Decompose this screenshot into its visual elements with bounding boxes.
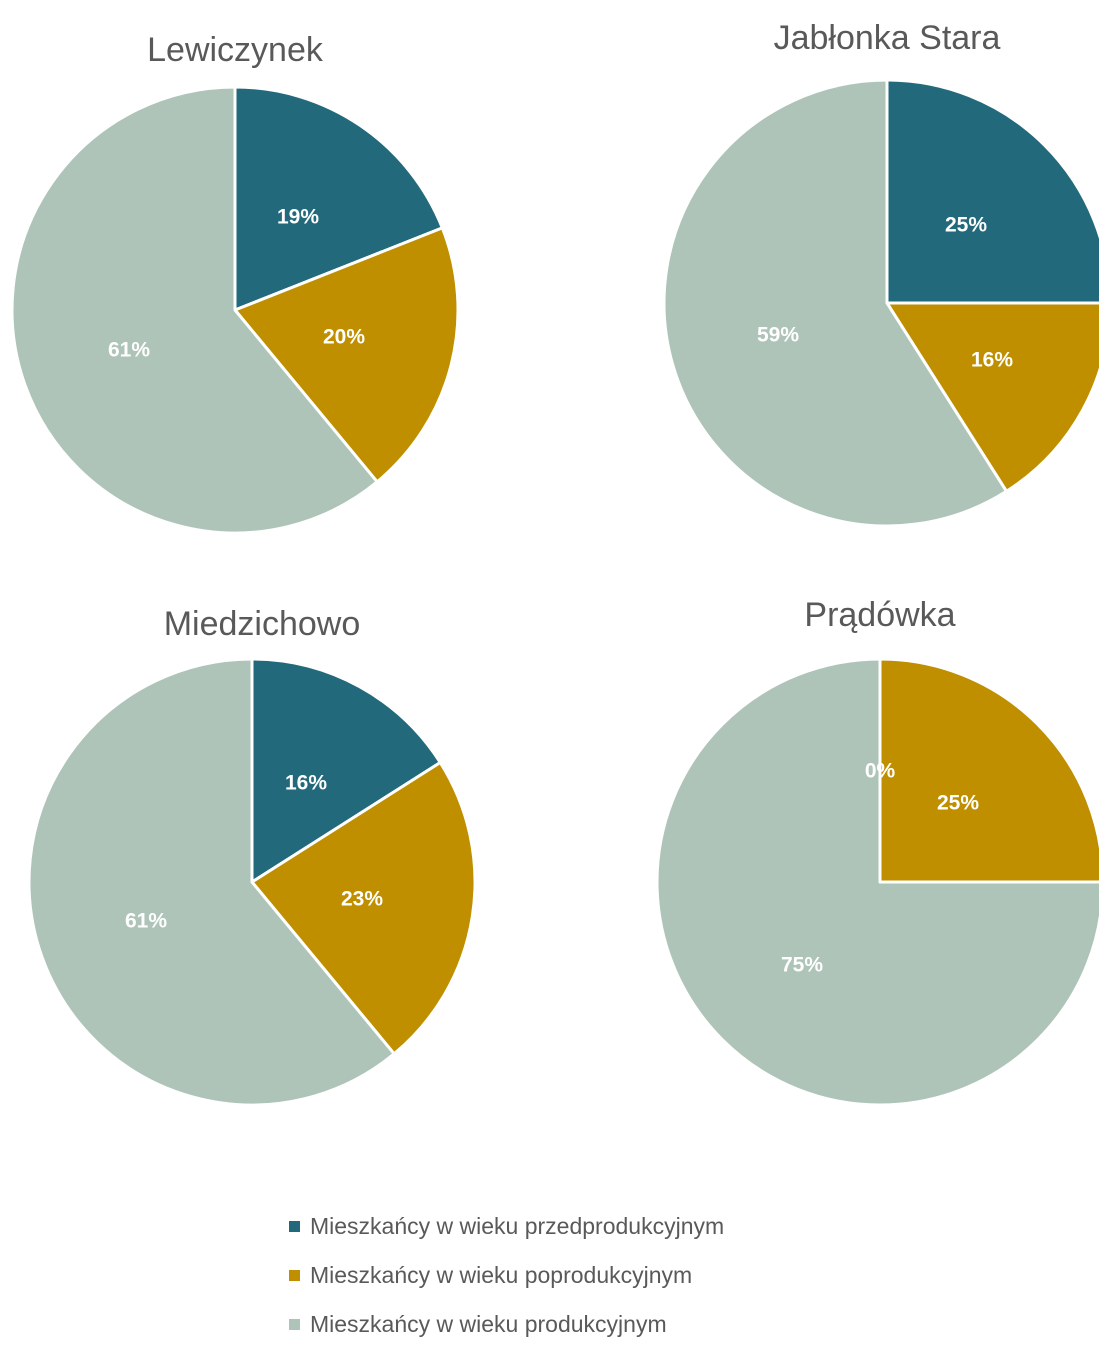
data-label-lewiczynek-poprodukcyjny: 20% <box>323 326 365 349</box>
legend-item-poprodukcyjny: Mieszkańcy w wieku poprodukcyjnym <box>289 1251 724 1300</box>
legend-swatch-przedprodukcyjny <box>289 1221 300 1232</box>
pie-chart-lewiczynek: Lewiczynek 19% 20% 61% <box>10 31 460 535</box>
data-label-lewiczynek-przedprodukcyjny: 19% <box>277 206 319 229</box>
pie-slice-miedzichowo-przedprodukcyjny <box>250 657 442 884</box>
data-label-miedzichowo-przedprodukcyjny: 16% <box>285 772 327 795</box>
data-label-pradowka-produkcyjny: 75% <box>781 954 823 977</box>
legend-label-produkcyjny: Mieszkańcy w wieku produkcyjnym <box>310 1311 667 1337</box>
data-label-pradowka-poprodukcyjny: 25% <box>937 792 979 815</box>
pie-slice-lewiczynek-przedprodukcyjny <box>233 85 444 312</box>
chart-title-jablonka-stara: Jabłonka Stara <box>774 19 1001 57</box>
pie-slice-jablonka-stara-produkcyjny <box>662 78 1008 528</box>
legend-item-przedprodukcyjny: Mieszkańcy w wieku przedprodukcyjnym <box>289 1202 724 1251</box>
data-label-jablonka-stara-przedprodukcyjny: 25% <box>945 214 987 237</box>
chart-title-miedzichowo: Miedzichowo <box>164 605 361 643</box>
data-label-pradowka-przedprodukcyjny: 0% <box>865 760 896 783</box>
pie-chart-jablonka-stara: Jabłonka Stara 25% 16% 59% <box>662 19 1099 528</box>
legend-swatch-produkcyjny <box>289 1319 300 1330</box>
data-label-jablonka-stara-produkcyjny: 59% <box>757 324 799 347</box>
pie-slice-jablonka-stara-poprodukcyjny <box>885 301 1099 493</box>
legend: Mieszkańcy w wieku przedprodukcyjnym Mie… <box>289 1202 724 1349</box>
pie-slice-lewiczynek-poprodukcyjny <box>233 226 460 484</box>
pie-chart-pradowka: Prądówka 0% 25% 75% <box>655 596 1099 1107</box>
pie-slice-jablonka-stara-przedprodukcyjny <box>885 78 1099 305</box>
pie-slice-lewiczynek-produkcyjny <box>10 85 379 535</box>
pie-slice-pradowka-poprodukcyjny <box>878 657 1099 884</box>
chart-title-pradowka: Prądówka <box>804 596 955 634</box>
data-label-miedzichowo-produkcyjny: 61% <box>125 910 167 933</box>
legend-item-produkcyjny: Mieszkańcy w wieku produkcyjnym <box>289 1300 724 1349</box>
pie-chart-miedzichowo: Miedzichowo 16% 23% 61% <box>27 605 477 1107</box>
legend-swatch-poprodukcyjny <box>289 1270 300 1281</box>
data-label-jablonka-stara-poprodukcyjny: 16% <box>971 349 1013 372</box>
pie-slice-miedzichowo-poprodukcyjny <box>250 761 477 1056</box>
pie-slice-pradowka-produkcyjny <box>655 657 1099 1107</box>
legend-label-poprodukcyjny: Mieszkańcy w wieku poprodukcyjnym <box>310 1262 693 1288</box>
legend-label-przedprodukcyjny: Mieszkańcy w wieku przedprodukcyjnym <box>310 1213 725 1239</box>
chart-title-lewiczynek: Lewiczynek <box>147 31 324 69</box>
data-label-lewiczynek-produkcyjny: 61% <box>108 339 150 362</box>
data-label-miedzichowo-poprodukcyjny: 23% <box>341 888 383 911</box>
pie-slice-miedzichowo-produkcyjny <box>27 657 396 1107</box>
